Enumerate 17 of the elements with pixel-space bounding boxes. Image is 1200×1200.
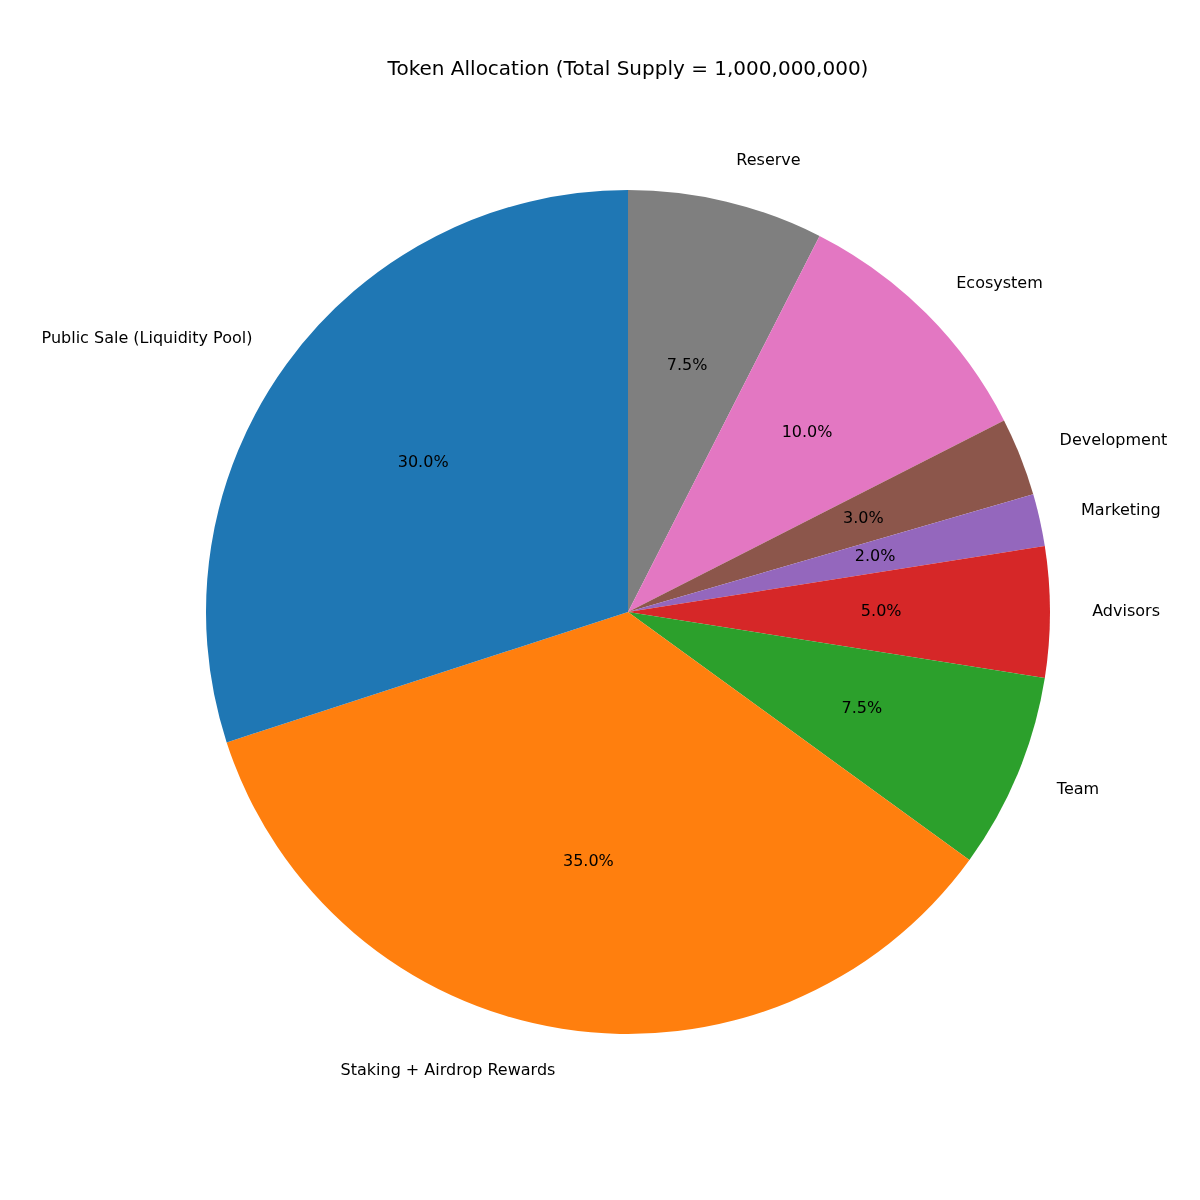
- slice-label: Development: [1059, 430, 1168, 450]
- chart-title: Token Allocation (Total Supply = 1,000,000,000): [386, 56, 869, 81]
- data-label: 35.0%: [562, 851, 614, 871]
- slice-label: Public Sale (Liquidity Pool): [41, 328, 253, 348]
- slice-label: Marketing: [1081, 499, 1161, 519]
- slice-label: Staking + Airdrop Rewards: [340, 1059, 556, 1079]
- data-label: 3.0%: [843, 507, 884, 527]
- data-label: 7.5%: [841, 698, 883, 718]
- data-label: 5.0%: [860, 601, 902, 621]
- slice-label: Advisors: [1092, 601, 1160, 621]
- data-label: 10.0%: [781, 422, 833, 442]
- data-label: 2.0%: [854, 545, 896, 565]
- data-label: 7.5%: [666, 354, 708, 374]
- slice-label: Ecosystem: [956, 272, 1043, 292]
- slice-label: Reserve: [736, 149, 801, 169]
- data-label: 30.0%: [397, 452, 449, 472]
- slice-label: Team: [1055, 778, 1100, 798]
